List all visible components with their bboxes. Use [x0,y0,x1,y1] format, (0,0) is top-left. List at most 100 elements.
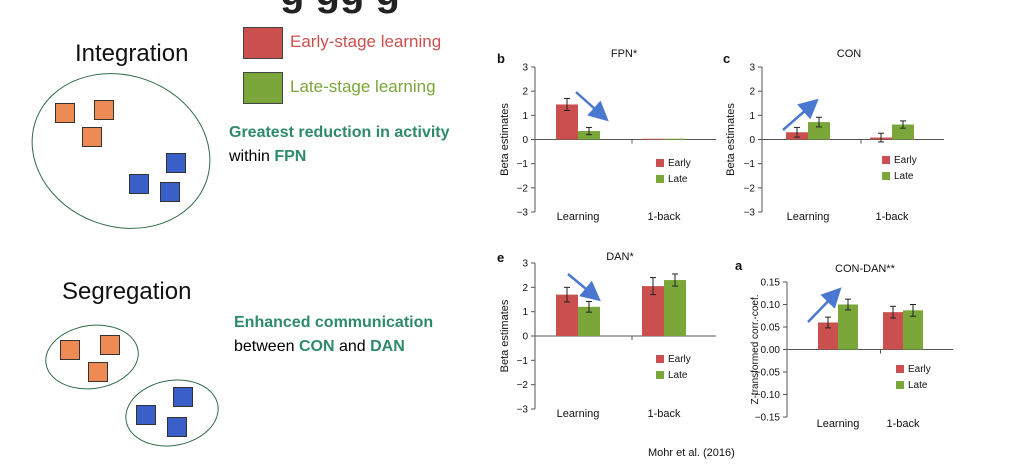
y-tick-label: −1 [517,356,529,367]
bar-late [664,280,686,336]
legend-label-late: Late [894,171,914,182]
y-tick-label: 0.10 [761,300,781,311]
bar-late [903,310,923,350]
legend-label-early: Early [894,155,917,166]
bar-late [664,138,686,140]
y-axis-label: Beta estimates [499,299,511,372]
integration-note-line1: Greatest reduction in activity [229,124,450,141]
legend-swatch-late [896,381,904,389]
bar-late [838,304,858,350]
chart-title: DAN* [606,251,634,263]
legend-swatch-early [656,159,664,167]
blue-node [136,405,156,425]
y-axis-label: Z-transformed corr.-coef. [750,294,761,404]
y-axis-label: Beta estimates [499,103,511,176]
segregation-note-line2: between CON and DAN [234,335,433,359]
y-tick-label: 2 [522,283,528,294]
y-tick-label: 0 [522,332,528,343]
bar-early [642,286,664,336]
y-tick-label: −2 [517,183,529,194]
bar-late [808,122,830,140]
category-label: 1-back [886,418,920,430]
y-tick-label: 1 [522,111,528,122]
bar-early [642,138,664,140]
orange-node [55,103,75,123]
legend-swatch-early [656,355,664,363]
legend-swatch-late [656,371,664,379]
legend-label-early: Early [668,158,691,169]
trend-arrow [782,98,819,131]
y-tick-label: −2 [517,380,529,391]
integration-note-prefix: within [229,148,275,165]
bar-early [883,312,903,350]
orange-node [94,100,114,120]
panel-letter: e [497,250,504,265]
y-tick-label: 0.15 [761,278,781,289]
y-tick-label: 0.00 [761,345,781,356]
y-tick-label: −3 [517,208,529,219]
orange-node [60,340,80,360]
integration-note-line2: within FPN [229,145,450,169]
segregation-note: Enhanced communication between CON and D… [234,311,433,359]
y-tick-label: 0.05 [761,323,781,334]
legend-swatch-early [896,365,904,373]
y-tick-label: 0 [749,135,755,146]
y-tick-label: 2 [749,87,755,98]
bar-late [578,306,600,336]
panel-letter: c [723,51,730,66]
y-tick-label: −1 [517,159,529,170]
y-tick-label: −1 [744,159,756,170]
category-label: Learning [787,211,830,223]
category-label: Learning [557,408,600,420]
y-tick-label: −0.05 [755,368,781,379]
y-tick-label: −3 [744,208,756,219]
panel-letter: b [497,51,505,66]
y-axis-label: Beta estimates [725,103,737,176]
early-stage-swatch [243,27,283,59]
blue-node [167,417,187,437]
chart-title: FPN* [611,48,638,60]
bar-late [578,131,600,140]
panel-letter: a [735,258,743,273]
legend-label-early: Early [668,354,691,365]
blue-node [166,153,186,173]
segregation-note-con: CON [298,338,335,355]
trend-arrow [567,273,601,302]
integration-label: Integration [75,40,189,67]
orange-node [82,127,102,147]
category-label: 1-back [875,211,909,223]
category-label: Learning [817,418,860,430]
y-tick-label: −0.10 [755,390,781,401]
orange-node [88,362,108,382]
segregation-note-prefix: between [234,338,299,355]
chart-title: CON-DAN** [835,263,896,275]
y-tick-label: 3 [749,63,755,74]
bar-late [892,124,914,140]
bar-early [556,294,578,336]
legend-label-early: Early [908,364,931,375]
y-tick-label: −0.15 [755,413,781,424]
segregation-note-and: and [334,338,371,355]
blue-node [173,387,193,407]
late-stage-legend-label: Late-stage learning [290,77,436,96]
blue-node [160,182,180,202]
y-tick-label: 1 [749,111,755,122]
y-tick-label: 1 [522,307,528,318]
orange-node [100,335,120,355]
early-stage-legend-label: Early-stage learning [290,32,442,51]
citation: Mohr et al. (2016) [648,447,735,459]
y-tick-label: 3 [522,63,528,74]
legend-swatch-late [656,175,664,183]
legend-label-late: Late [668,370,688,381]
blue-node [129,174,149,194]
category-label: 1-back [647,408,681,420]
legend-label-late: Late [668,174,688,185]
y-tick-label: 0 [522,135,528,146]
y-tick-label: −3 [517,405,529,416]
segregation-note-line1: Enhanced communication [234,314,434,331]
legend-swatch-late [882,172,890,180]
segregation-note-dan: DAN [370,338,405,355]
y-tick-label: 2 [522,87,528,98]
legend-swatch-early [882,156,890,164]
